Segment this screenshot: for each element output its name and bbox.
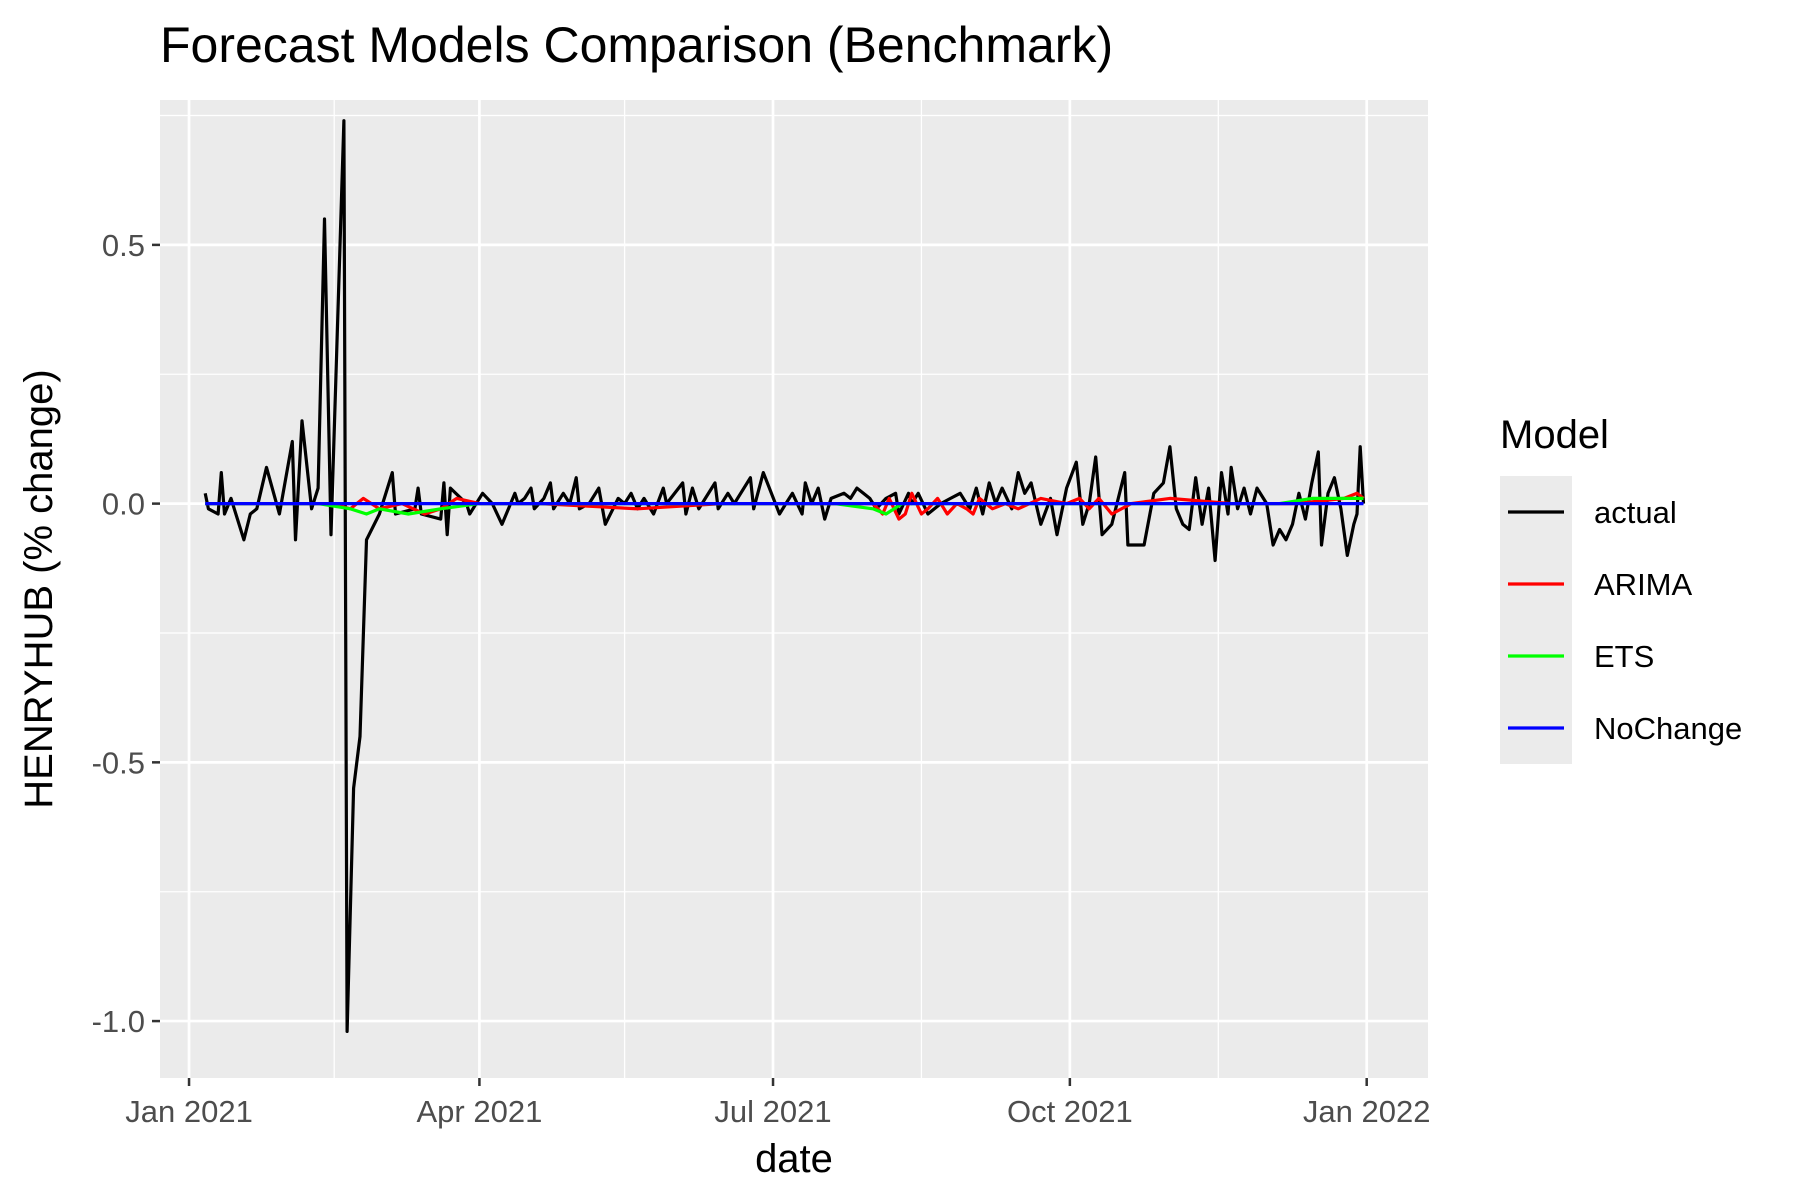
legend: Model actual ARIMA ETS NoChange <box>1500 413 1742 764</box>
y-axis: 0.5 0.0 -0.5 -1.0 <box>92 228 160 1039</box>
legend-title: Model <box>1500 413 1609 457</box>
minor-gridlines <box>160 100 1428 1078</box>
legend-label-ets: ETS <box>1594 639 1654 674</box>
legend-label-actual: actual <box>1594 495 1677 530</box>
legend-items: actual ARIMA ETS NoChange <box>1500 476 1742 764</box>
plot-panel <box>160 100 1428 1078</box>
x-tick-label: Jan 2022 <box>1303 1094 1431 1129</box>
legend-key-background <box>1500 476 1572 764</box>
x-axis-title: date <box>755 1137 833 1181</box>
y-tick-label: 0.0 <box>102 487 145 522</box>
y-tick-label: 0.5 <box>102 228 145 263</box>
series-line-arima <box>205 491 1365 521</box>
series-lines <box>203 119 1366 1034</box>
y-tick-label: -0.5 <box>92 745 145 780</box>
legend-label-arima: ARIMA <box>1594 567 1693 602</box>
x-tick-label: Oct 2021 <box>1007 1094 1133 1129</box>
y-tick-label: -1.0 <box>92 1004 145 1039</box>
x-tick-label: Apr 2021 <box>417 1094 543 1129</box>
panel-background <box>160 100 1428 1078</box>
y-axis-title: HENRYHUB (% change) <box>17 369 61 808</box>
legend-label-nochange: NoChange <box>1594 711 1742 746</box>
chart-title: Forecast Models Comparison (Benchmark) <box>160 17 1113 73</box>
x-tick-label: Jan 2021 <box>125 1094 253 1129</box>
x-axis: Jan 2021 Apr 2021 Jul 2021 Oct 2021 Jan 2022 <box>125 1078 1430 1129</box>
x-tick-label: Jul 2021 <box>714 1094 831 1129</box>
